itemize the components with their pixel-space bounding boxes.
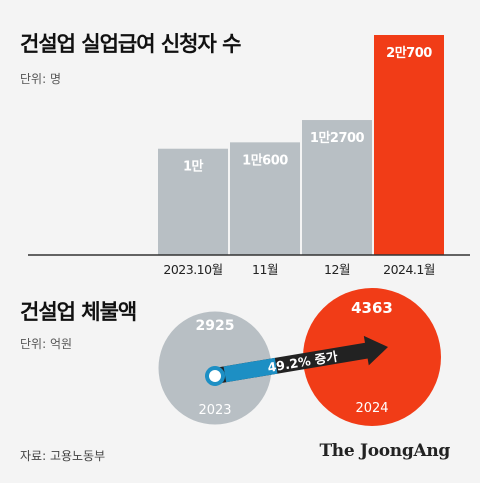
bubble-year-2023: 2023 <box>198 403 231 418</box>
bar-value-label-2: 1만2700 <box>310 130 365 146</box>
category-label-2: 12월 <box>324 262 350 277</box>
bubble-value-2023: 2925 <box>196 318 235 334</box>
arrow-origin-dot <box>205 366 225 386</box>
bubble-year-2024: 2024 <box>355 401 388 416</box>
chart1-unit: 단위: 명 <box>20 72 61 86</box>
bar-3 <box>374 35 444 255</box>
category-label-1: 11월 <box>252 262 278 277</box>
arrow-highlight <box>223 357 278 383</box>
bar-1 <box>230 142 300 255</box>
bar-2 <box>302 120 372 255</box>
bar-value-label-1: 1만600 <box>242 152 288 168</box>
chart2-title: 건설업 체불액 <box>20 300 137 324</box>
chart1-title: 건설업 실업급여 신청자 수 <box>20 32 241 56</box>
category-label-0: 2023.10월 <box>163 262 222 277</box>
arrow-head <box>363 335 389 366</box>
source-note: 자료: 고용노동부 <box>20 449 106 463</box>
brand-logo: The JoongAng <box>319 441 450 461</box>
bar-value-label-3: 2만700 <box>386 45 432 61</box>
bar-chart: 1만 2023.10월 1만600 11월 1만2700 12월 2만700 2024.1월 <box>28 35 470 277</box>
bar-0 <box>158 148 228 255</box>
bubble-value-2024: 4363 <box>351 299 393 317</box>
category-label-3: 2024.1월 <box>383 262 435 277</box>
chart2-unit: 단위: 억원 <box>20 337 73 351</box>
bar-value-label-0: 1만 <box>183 159 204 175</box>
